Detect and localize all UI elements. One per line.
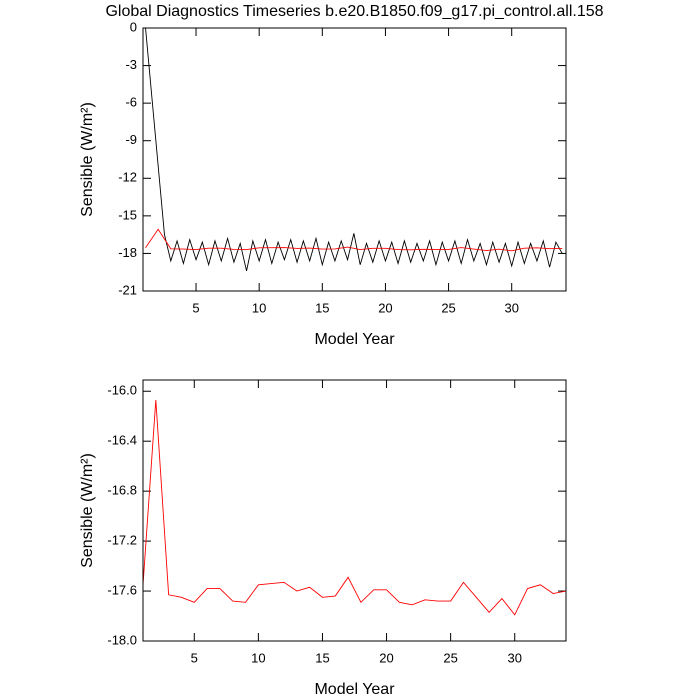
y-tick-label: -17.2 [107,533,137,548]
y-axis-label: Sensible (W/m²) [79,453,96,568]
y-tick-label: -15 [118,207,137,222]
y-tick-label: -16.8 [107,483,137,498]
y-tick-label: -6 [125,95,137,110]
x-tick-label: 10 [252,300,266,315]
plot-frame [142,379,567,642]
y-tick-label: -18.0 [107,632,137,647]
x-tick-label: 30 [507,650,521,665]
x-tick-label: 20 [379,650,393,665]
y-tick-label: -9 [125,132,137,147]
x-tick-label: 15 [315,650,329,665]
series-line [145,228,563,252]
y-tick-label: 0 [130,19,137,34]
y-axis-label: Sensible (W/m²) [79,102,96,217]
x-tick-label: 20 [378,300,392,315]
y-tick-label: -16.0 [107,383,137,398]
series-line [143,399,566,616]
x-axis-label: Model Year [314,331,395,348]
y-tick-label: -21 [118,282,137,297]
x-tick-label: 10 [251,650,265,665]
y-tick-label: -12 [118,170,137,185]
x-tick-label: 15 [315,300,329,315]
chart-title: Global Diagnostics Timeseries b.e20.B185… [105,3,603,20]
series-line [145,28,563,272]
y-tick-label: -3 [125,57,137,72]
x-tick-label: 5 [191,650,198,665]
x-axis-label: Model Year [314,681,395,698]
y-tick-label: -16.4 [107,433,137,448]
y-tick-label: -17.6 [107,582,137,597]
x-tick-label: 30 [504,300,518,315]
plot-frame [142,27,567,292]
y-tick-label: -18 [118,245,137,260]
x-tick-label: 5 [192,300,199,315]
x-tick-label: 25 [443,650,457,665]
x-tick-label: 25 [441,300,455,315]
